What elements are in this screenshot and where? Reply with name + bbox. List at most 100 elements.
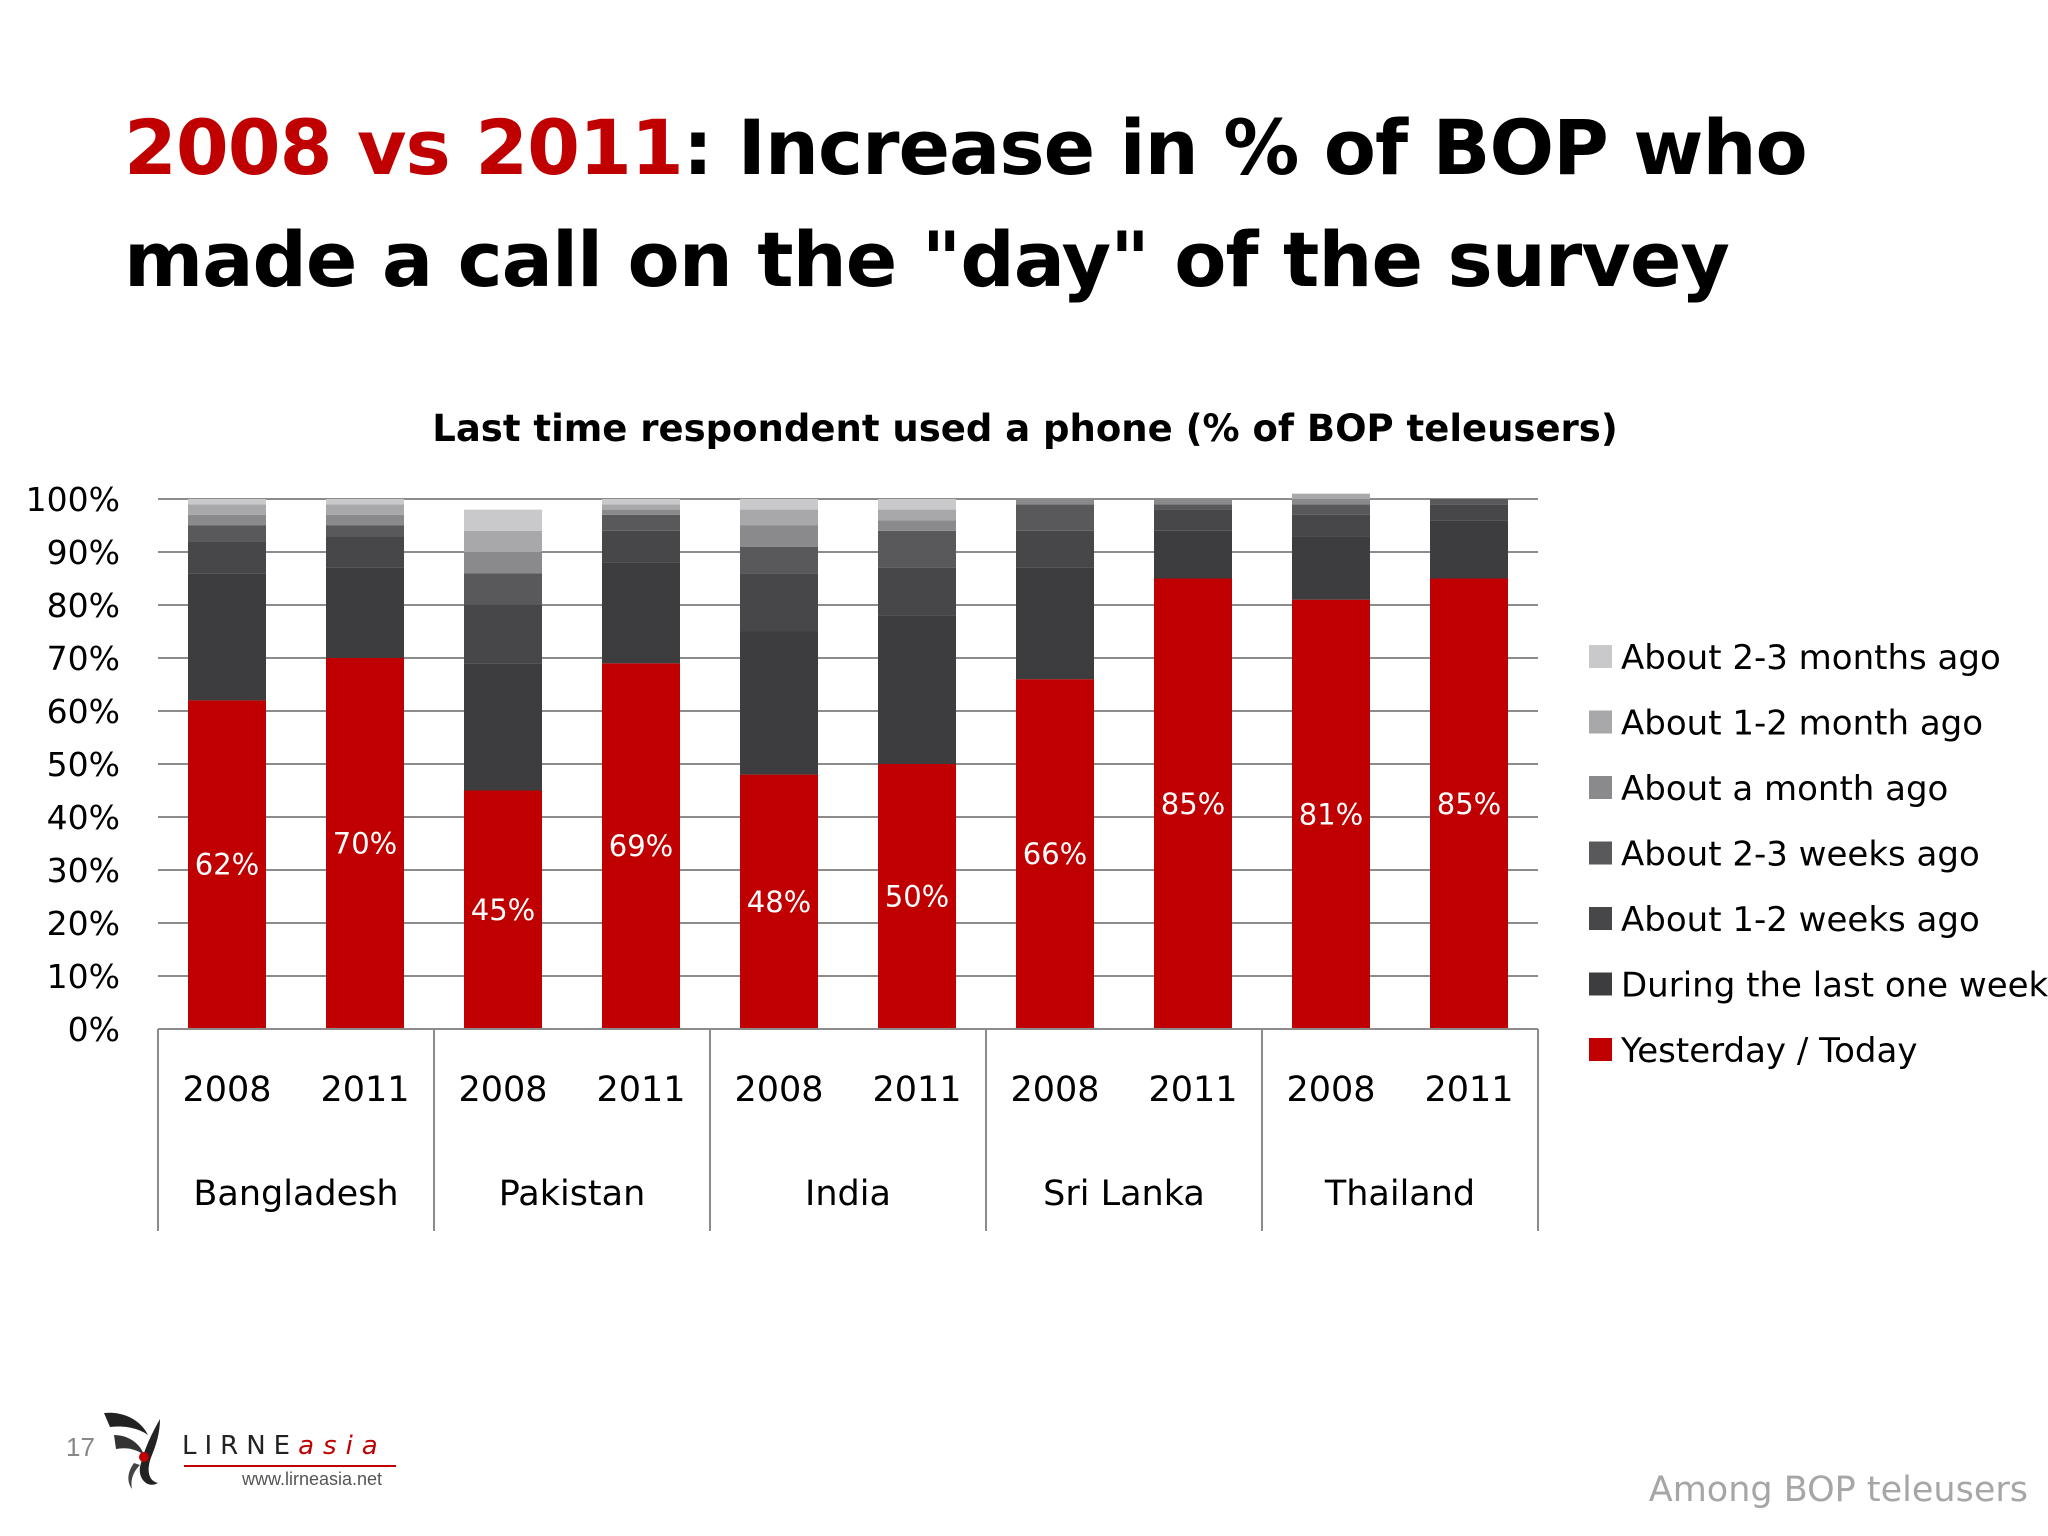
legend: About 2-3 months ago About 1-2 month ago A… <box>1589 638 2048 1071</box>
legend-label: About 2-3 months ago <box>1621 638 2001 678</box>
bar-segment <box>1154 530 1232 579</box>
bar-segment <box>1016 499 1094 505</box>
bar-segment <box>740 774 818 1029</box>
legend-label: During the last one week <box>1621 966 2048 1006</box>
bar-segment <box>188 541 266 574</box>
data-label: 48% <box>747 885 811 919</box>
legend-label: Yesterday / Today <box>1620 1031 1917 1071</box>
data-label: 85% <box>1437 787 1501 821</box>
bar-segment <box>602 509 680 515</box>
legend-label: About 1-2 weeks ago <box>1621 900 1980 940</box>
x-group-label: Bangladesh <box>193 1174 398 1214</box>
bar-segment <box>740 546 818 574</box>
x-category-label: 2011 <box>872 1070 961 1110</box>
x-category-label: 2008 <box>1286 1070 1375 1110</box>
x-category-label: 2011 <box>1148 1070 1237 1110</box>
bar-segment <box>464 530 542 552</box>
bar-segment <box>188 525 266 542</box>
bar-segment <box>740 525 818 547</box>
bar-segment <box>1154 578 1232 1029</box>
y-tick-label: 90% <box>47 533 120 572</box>
bar-segment <box>326 536 404 568</box>
legend-swatch <box>1589 710 1612 734</box>
bird-logo-icon <box>104 1412 160 1489</box>
bar-segment <box>1154 504 1232 510</box>
bar-segment <box>326 504 404 515</box>
bar-segment <box>1292 514 1370 537</box>
data-label: 66% <box>1023 837 1087 871</box>
bar-segment <box>1292 504 1370 515</box>
bar-segment <box>878 567 956 616</box>
bar-segment <box>1016 679 1094 1029</box>
slide-title-rest: : Increase in % of BOP who made a call o… <box>124 103 1808 304</box>
y-tick-label: 60% <box>47 692 120 731</box>
y-tick-label: 50% <box>47 745 120 784</box>
legend-swatch <box>1589 907 1612 930</box>
bar-segment <box>1154 499 1232 505</box>
bar-segment <box>464 790 542 1029</box>
bar-segment <box>878 530 956 568</box>
bar-segment <box>1016 567 1094 680</box>
x-category-label: 2008 <box>1010 1070 1099 1110</box>
y-tick-label: 0% <box>68 1010 120 1049</box>
bar-segment <box>878 509 956 521</box>
logo-main-text: LIRNE <box>182 1431 299 1461</box>
data-labels: 62% 70% 45% 69% 48% 50% 66% 85% 81% 85% <box>195 787 1501 927</box>
bar-segment <box>1430 520 1508 579</box>
x-category-label: 2008 <box>458 1070 547 1110</box>
bar-segment <box>1016 504 1094 531</box>
axes: 0% 10% 20% 30% 40% 50% 60% 70% 80% 90% 100% 2008 201… <box>26 480 1539 1231</box>
bar-segment <box>188 499 266 505</box>
bar-segment <box>602 504 680 510</box>
slide-title-accent: 2008 vs 2011 <box>124 103 684 192</box>
legend-swatch <box>1589 1038 1612 1061</box>
bar-segment <box>602 499 680 505</box>
bar-segment <box>1292 536 1370 600</box>
bar-segment <box>878 520 956 531</box>
data-label: 70% <box>333 827 397 861</box>
x-group-label: Pakistan <box>499 1174 646 1214</box>
logo-sub-text: asia <box>298 1431 387 1461</box>
bar-segment <box>326 567 404 658</box>
bar-segment <box>602 530 680 563</box>
logo-wordmark: LIRNEasia <box>182 1431 387 1461</box>
bar-segment <box>326 514 404 526</box>
data-label: 85% <box>1161 787 1225 821</box>
bar-segment <box>1430 499 1508 505</box>
x-category-label: 2011 <box>1424 1070 1513 1110</box>
logo-url: www.lirneasia.net <box>242 1469 383 1489</box>
x-category-label: 2008 <box>182 1070 271 1110</box>
footnote: Among BOP teleusers <box>1648 1470 2028 1510</box>
y-tick-label: 80% <box>47 586 120 625</box>
x-group-label: India <box>805 1174 891 1214</box>
bar-segment <box>1292 493 1370 499</box>
data-label: 81% <box>1299 797 1363 831</box>
y-tick-label: 30% <box>47 851 120 890</box>
slide-number: 17 <box>66 1432 95 1462</box>
bar-segment <box>326 499 404 505</box>
bar-segment <box>740 631 818 775</box>
x-category-label: 2008 <box>734 1070 823 1110</box>
y-tick-label: 100% <box>26 480 120 519</box>
bar-segment <box>740 499 818 510</box>
bar-segment <box>602 514 680 531</box>
chart-title: Last time respondent used a phone (% of … <box>432 407 1617 450</box>
legend-label: About 1-2 month ago <box>1621 704 1983 744</box>
bar-segment <box>1292 599 1370 1029</box>
legend-swatch <box>1589 841 1612 865</box>
slide-title: 2008 vs 2011: Increase in % of BOP who m… <box>124 92 1984 316</box>
legend-swatch <box>1589 972 1612 996</box>
legend-label: About 2-3 weeks ago <box>1621 835 1980 875</box>
y-tick-label: 20% <box>47 904 120 943</box>
y-tick-label: 10% <box>47 957 120 996</box>
bar-segment <box>464 573 542 605</box>
lirneasia-logo: LIRNEasia www.lirneasia.net <box>100 1405 410 1495</box>
data-label: 45% <box>471 893 535 927</box>
bar-segment <box>326 525 404 537</box>
data-label: 50% <box>885 880 949 914</box>
bar-segment <box>602 663 680 1029</box>
legend-swatch <box>1589 645 1612 668</box>
y-tick-label: 40% <box>47 798 120 837</box>
bar-segment <box>878 764 956 1029</box>
